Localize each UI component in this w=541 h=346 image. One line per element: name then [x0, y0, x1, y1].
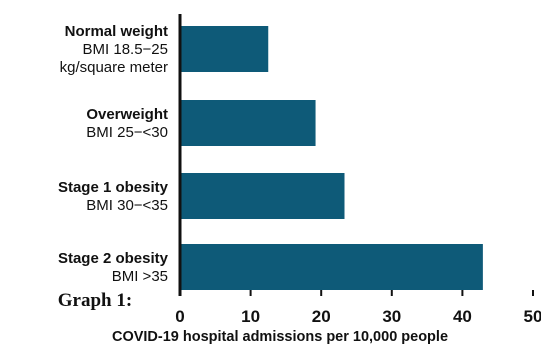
category-title-0: Normal weight [65, 23, 168, 40]
bar-3 [180, 244, 483, 290]
x-tick-label-0: 0 [175, 307, 184, 326]
x-tick-label-1: 10 [241, 307, 260, 326]
category-sub-2-0: BMI 30−<35 [86, 197, 168, 214]
category-sub-0-1: kg/square meter [60, 59, 168, 76]
bar-0 [180, 26, 269, 72]
bar-1 [180, 100, 316, 146]
graph-label: Graph 1: [58, 290, 132, 311]
x-axis-label: COVID-19 hospital admissions per 10,000 … [112, 329, 448, 345]
x-tick-label-4: 40 [453, 307, 472, 326]
category-title-1: Overweight [86, 106, 168, 123]
category-sub-1-0: BMI 25−<30 [86, 124, 168, 141]
x-tick-label-3: 30 [382, 307, 401, 326]
x-axis-ticks: 0 10 20 30 40 50 [175, 290, 541, 326]
x-tick-label-2: 20 [312, 307, 331, 326]
category-title-2: Stage 1 obesity [58, 179, 169, 196]
bars [180, 26, 483, 290]
category-sub-0-0: BMI 18.5−25 [83, 41, 168, 58]
x-tick-label-5: 50 [524, 307, 541, 326]
bar-2 [180, 173, 345, 219]
category-sub-3-0: BMI >35 [112, 268, 168, 285]
category-title-3: Stage 2 obesity [58, 250, 169, 267]
